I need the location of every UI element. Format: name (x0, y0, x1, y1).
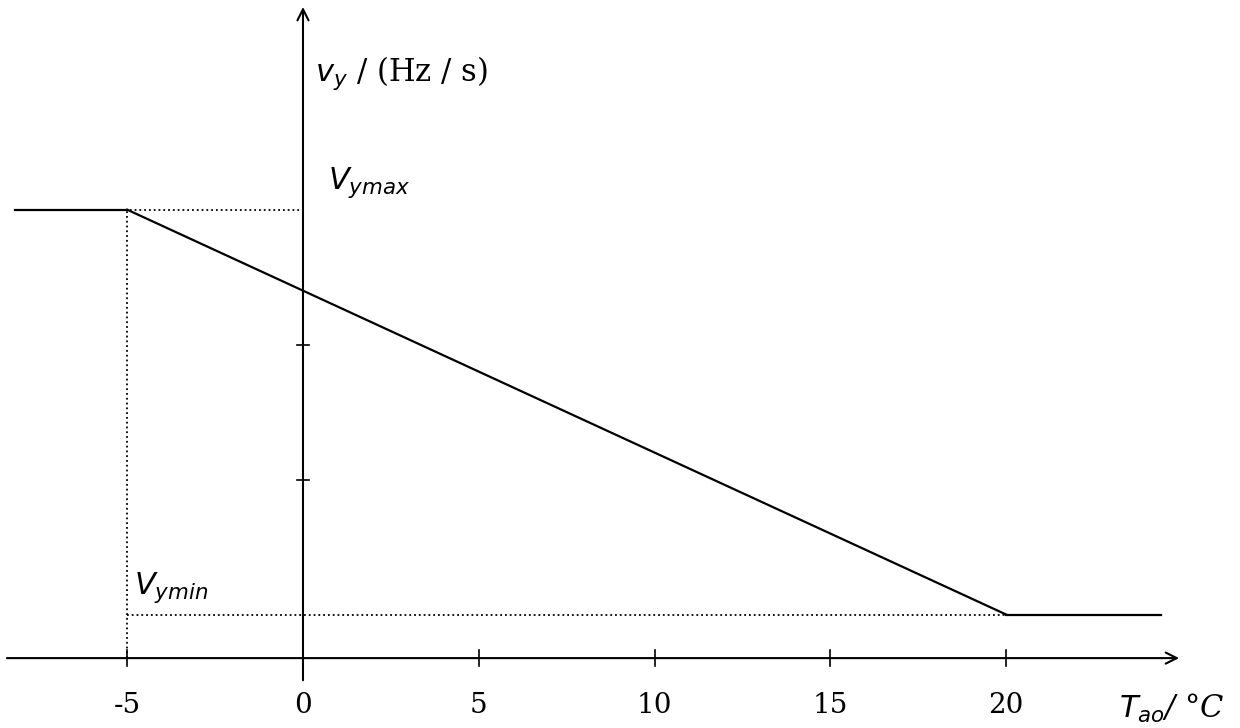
Text: 0: 0 (294, 692, 312, 719)
Text: 20: 20 (988, 692, 1024, 719)
Text: $v_y$ / (Hz / s): $v_y$ / (Hz / s) (315, 54, 487, 92)
Text: $V_{ymax}$: $V_{ymax}$ (327, 165, 409, 200)
Text: $T_{ao}$/ °C: $T_{ao}$/ °C (1118, 692, 1224, 726)
Text: -5: -5 (114, 692, 141, 719)
Text: 10: 10 (637, 692, 672, 719)
Text: 5: 5 (470, 692, 487, 719)
Text: 15: 15 (812, 692, 848, 719)
Text: $V_{ymin}$: $V_{ymin}$ (134, 570, 208, 605)
